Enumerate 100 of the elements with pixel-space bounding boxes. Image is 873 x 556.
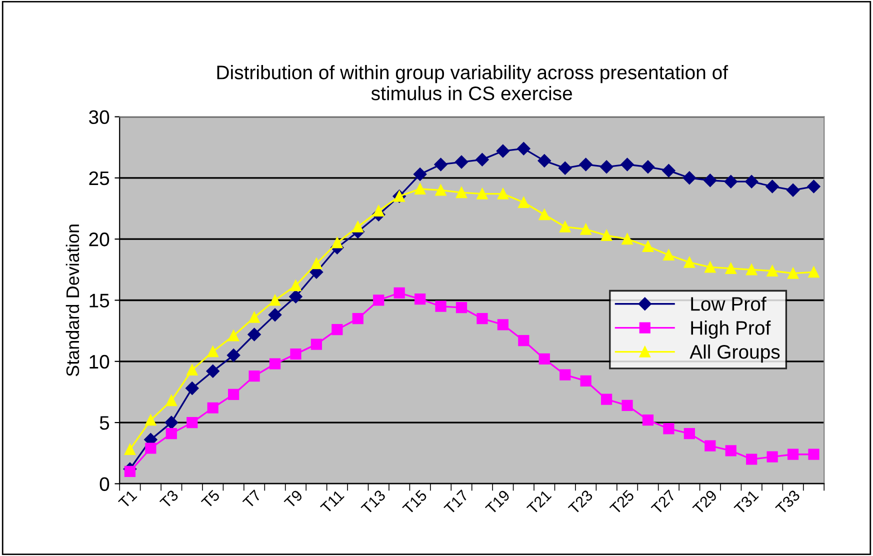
point [124,444,136,456]
x-tick-label: T21 [526,489,552,515]
y-tick-label: 5 [100,416,110,430]
point [497,188,508,200]
point [807,180,820,194]
x-tick-label: T23 [568,489,594,515]
point [704,440,716,452]
point [207,402,218,414]
point [145,414,156,426]
point [704,174,717,187]
x-tick-label: T33 [774,489,800,515]
point [579,158,592,172]
point [642,240,654,252]
x-tick-label: T29 [692,489,718,515]
point [600,160,614,174]
point [538,154,551,168]
x-tick-label: T1 [118,490,138,509]
point [394,287,405,298]
y-tick-label: 15 [90,294,110,308]
point [248,312,260,323]
point [641,160,655,174]
legend-label: All Groups [690,344,780,363]
point [622,234,633,245]
point [725,262,736,274]
y-tick-label: 0 [100,477,110,491]
point [518,335,530,346]
x-tick-label: T31 [734,489,759,515]
point [186,364,198,376]
point [600,230,612,241]
point [289,290,302,304]
point [787,268,799,279]
point [166,394,177,406]
x-tick-label: T9 [284,489,304,509]
point [662,164,676,178]
point [456,187,468,198]
point [268,308,282,322]
point [560,369,571,380]
point [414,183,426,194]
point [496,144,510,158]
point [413,168,427,181]
point [352,221,364,232]
x-tick-label: T13 [360,489,386,515]
point [310,258,322,270]
point [248,370,260,382]
point [310,338,322,350]
point [580,375,592,387]
x-tick-label: T17 [444,490,469,515]
point [704,262,716,273]
point [290,348,302,360]
y-tick-label: 30 [88,110,110,124]
point [560,221,571,232]
point [620,158,634,172]
point [766,451,778,462]
point [476,152,489,166]
point [166,428,177,440]
legend-label: High Prof [691,320,771,339]
point [352,313,364,324]
point [269,294,281,306]
y-tick-label: 25 [89,171,110,186]
point [332,237,343,248]
x-tick-label: T7 [242,490,262,509]
point [434,158,448,172]
point [454,155,468,169]
point [580,224,592,235]
point [745,175,758,188]
point [228,330,240,342]
point [226,348,240,362]
point [600,394,612,405]
x-tick-label: T27 [650,489,676,515]
point [684,428,695,440]
point [373,205,384,216]
point [766,180,779,194]
point [663,423,674,434]
point [808,448,820,460]
point [518,196,530,208]
point [290,280,302,292]
y-axis-title: Standard Deviation [66,224,80,376]
point [746,264,758,276]
x-tick-label: T11 [320,490,344,514]
point [642,414,654,426]
point [435,184,446,196]
point [682,171,696,185]
point [724,175,738,188]
point [228,388,240,400]
point [663,249,674,261]
x-tick-label: T5 [200,489,220,509]
x-tick-label: T19 [484,489,510,515]
point [517,142,530,156]
point [248,328,261,342]
point [207,346,218,358]
point [684,256,695,268]
point [497,319,508,330]
point [186,417,198,428]
point [538,353,550,365]
point [476,313,488,324]
point [206,364,220,378]
point [332,324,343,336]
point [538,209,550,220]
x-tick-label: T25 [609,489,635,515]
point [456,302,468,314]
